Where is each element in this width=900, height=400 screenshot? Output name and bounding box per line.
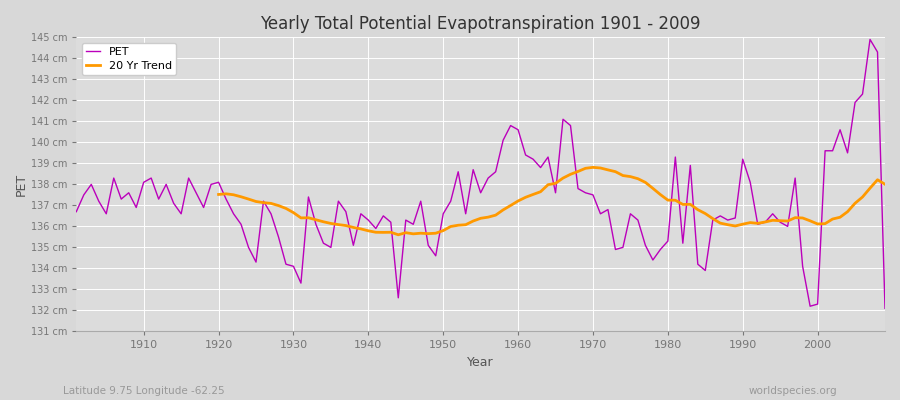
PET (879, 306, 890, 311)
Y-axis label: PET: PET (15, 173, 28, 196)
PET (865, 37, 876, 42)
PET (513, 127, 524, 132)
Title: Yearly Total Potential Evapotranspiration 1901 - 2009: Yearly Total Potential Evapotranspiratio… (260, 15, 701, 33)
Legend: PET, 20 Yr Trend: PET, 20 Yr Trend (82, 43, 176, 75)
20 Yr Trend (782, 219, 793, 224)
20 Yr Trend (393, 232, 404, 237)
Line: PET: PET (76, 40, 885, 308)
Text: Latitude 9.75 Longitude -62.25: Latitude 9.75 Longitude -62.25 (63, 386, 225, 396)
PET (340, 209, 351, 214)
20 Yr Trend (213, 192, 224, 197)
20 Yr Trend (865, 186, 876, 190)
PET (505, 123, 516, 128)
PET (130, 205, 141, 210)
PET (71, 209, 82, 214)
20 Yr Trend (423, 231, 434, 236)
Line: 20 Yr Trend: 20 Yr Trend (219, 167, 885, 235)
PET (602, 207, 613, 212)
20 Yr Trend (879, 182, 890, 187)
20 Yr Trend (692, 207, 703, 212)
Text: worldspecies.org: worldspecies.org (749, 386, 837, 396)
PET (295, 281, 306, 286)
20 Yr Trend (797, 216, 808, 220)
X-axis label: Year: Year (467, 356, 494, 369)
20 Yr Trend (588, 165, 598, 170)
20 Yr Trend (303, 215, 314, 220)
